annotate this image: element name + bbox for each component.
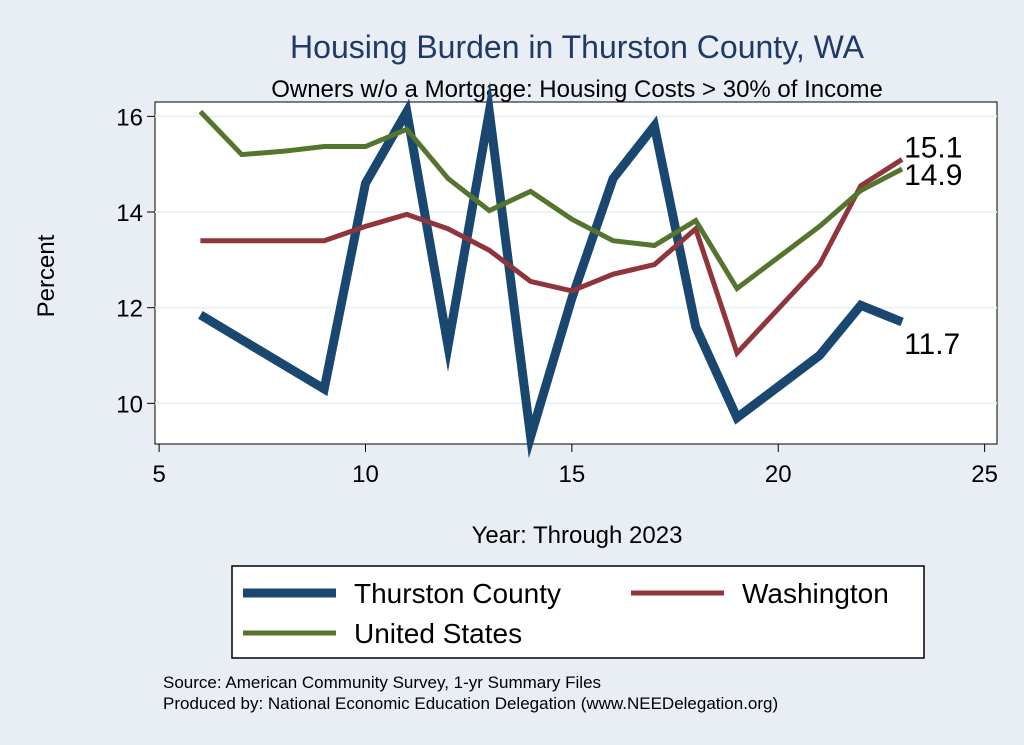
legend-label-thurston: Thurston County bbox=[354, 578, 561, 609]
y-axis-title: Percent bbox=[33, 234, 60, 317]
legend-label-washington: Washington bbox=[742, 578, 889, 609]
y-tick-label: 10 bbox=[116, 391, 143, 418]
source-note: Source: American Community Survey, 1-yr … bbox=[163, 673, 601, 692]
series-line-thurston-county bbox=[198, 81, 904, 459]
chart-title: Housing Burden in Thurston County, WA bbox=[290, 29, 865, 65]
axis-ticks: 10 12 14 16 5 10 15 20 25 bbox=[116, 104, 998, 488]
y-tick-label: 12 bbox=[116, 296, 143, 323]
end-label-united-states: 14.9 bbox=[904, 159, 962, 192]
x-tick-label: 10 bbox=[352, 461, 379, 488]
x-tick-label: 5 bbox=[152, 461, 165, 488]
legend: Thurston County Washington United States bbox=[231, 565, 925, 659]
x-axis-title: Year: Through 2023 bbox=[472, 522, 683, 549]
y-tick-label: 16 bbox=[116, 104, 143, 131]
end-label-washington: 15.1 bbox=[904, 131, 962, 164]
y-tick-label: 14 bbox=[116, 200, 143, 227]
x-tick-label: 25 bbox=[971, 461, 998, 488]
producer-note: Produced by: National Economic Education… bbox=[163, 694, 778, 713]
end-label-thurston-county: 11.7 bbox=[904, 328, 960, 361]
legend-box bbox=[231, 565, 925, 659]
legend-label-united-states: United States bbox=[354, 618, 522, 649]
series-lines bbox=[198, 81, 904, 459]
end-labels: 11.7 15.114.9 bbox=[904, 131, 962, 361]
series-line-washington bbox=[200, 157, 904, 358]
x-tick-label: 20 bbox=[765, 461, 792, 488]
x-tick-label: 15 bbox=[559, 461, 586, 488]
chart-subtitle: Owners w/o a Mortgage: Housing Costs > 3… bbox=[271, 76, 883, 103]
series-line-united-states bbox=[198, 109, 904, 293]
